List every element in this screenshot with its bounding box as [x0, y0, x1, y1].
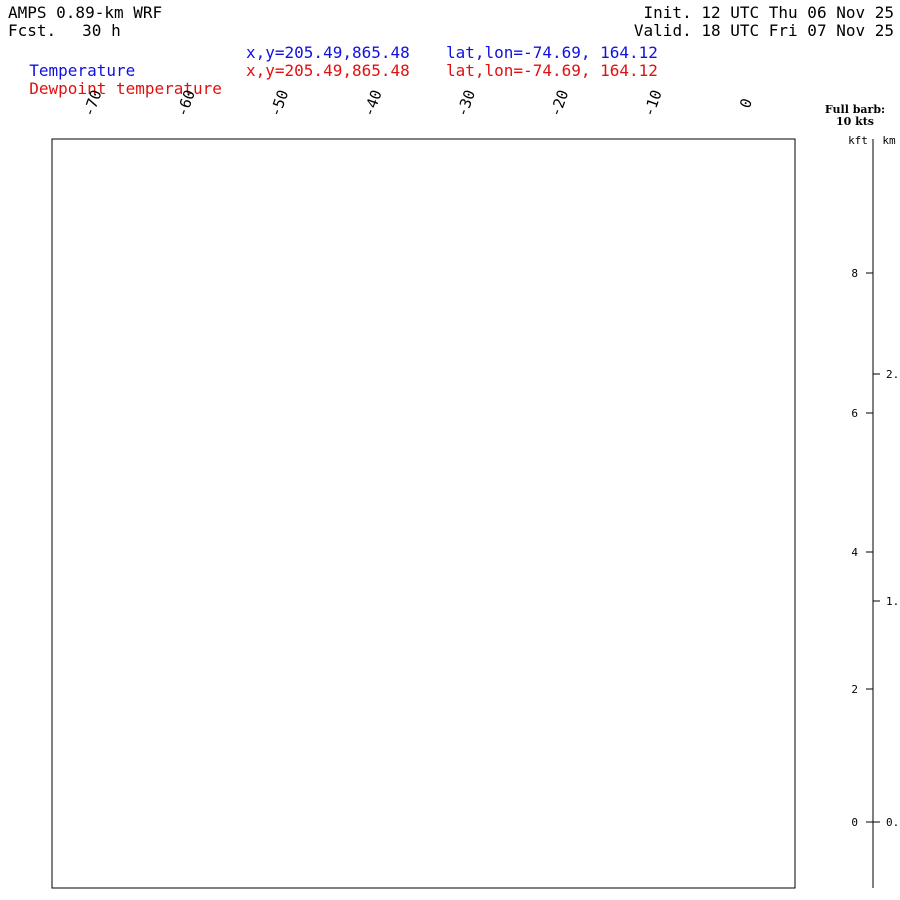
fcst-label: Fcst.: [8, 21, 57, 40]
temperature-tick-label: -40: [360, 87, 386, 119]
temperature-tick-label: -30: [453, 87, 479, 119]
km-label: km: [882, 134, 896, 147]
kft-tick-label: 4: [851, 546, 858, 559]
temperature-tick-label: -10: [640, 87, 666, 119]
temperature-tick-label: -70: [79, 87, 105, 119]
kft-label: kft: [848, 134, 868, 147]
legend-temperature: Temperature: [10, 44, 135, 80]
legend-dewpoint: Dewpoint temperature: [10, 62, 222, 98]
kft-tick-label: 0: [851, 816, 858, 829]
legend-dewpoint-xy: x,y=205.49,865.48: [246, 61, 410, 80]
km-tick-label: 1.: [886, 595, 899, 608]
header-model: AMPS 0.89-km WRF: [8, 3, 163, 22]
header-init: Init. 12 UTC Thu 06 Nov 25: [644, 4, 894, 22]
kft-tick-label: 6: [851, 407, 858, 420]
legend-temperature-xy: x,y=205.49,865.48: [246, 43, 410, 62]
kft-tick-label: 8: [851, 267, 858, 280]
temperature-tick-label: 0: [736, 96, 756, 111]
temperature-tick-label: -60: [173, 87, 199, 119]
temperature-tick-label: -50: [266, 87, 292, 119]
fcst-value: 30 h: [82, 21, 121, 40]
valid-label: Valid.: [633, 21, 692, 40]
header-fcst: Fcst. 30 h: [8, 22, 121, 40]
kft-tick-label: 2: [851, 683, 858, 696]
legend-temperature-name: Temperature: [29, 61, 136, 80]
barb-note-line2: 10 kts: [835, 115, 875, 128]
barb-note-line1: Full barb:: [824, 103, 886, 116]
legend-dewpoint-latlon: lat,lon=-74.69, 164.12: [446, 61, 658, 80]
init-value: 12 UTC Thu 06 Nov 25: [701, 3, 894, 22]
temperature-tick-label: -20: [546, 87, 572, 119]
init-label: Init.: [643, 3, 692, 22]
header-valid: Valid. 18 UTC Fri 07 Nov 25: [634, 22, 894, 40]
legend-temperature-latlon: lat,lon=-74.69, 164.12: [446, 43, 658, 62]
valid-value: 18 UTC Fri 07 Nov 25: [701, 21, 894, 40]
plot-frame: [51, 138, 796, 889]
legend-dewpoint-name: Dewpoint temperature: [29, 79, 222, 98]
km-tick-label: 2.: [886, 368, 899, 381]
barb-note: Full barb: 10 kts: [812, 104, 898, 128]
km-tick-label: 0.: [886, 816, 899, 829]
